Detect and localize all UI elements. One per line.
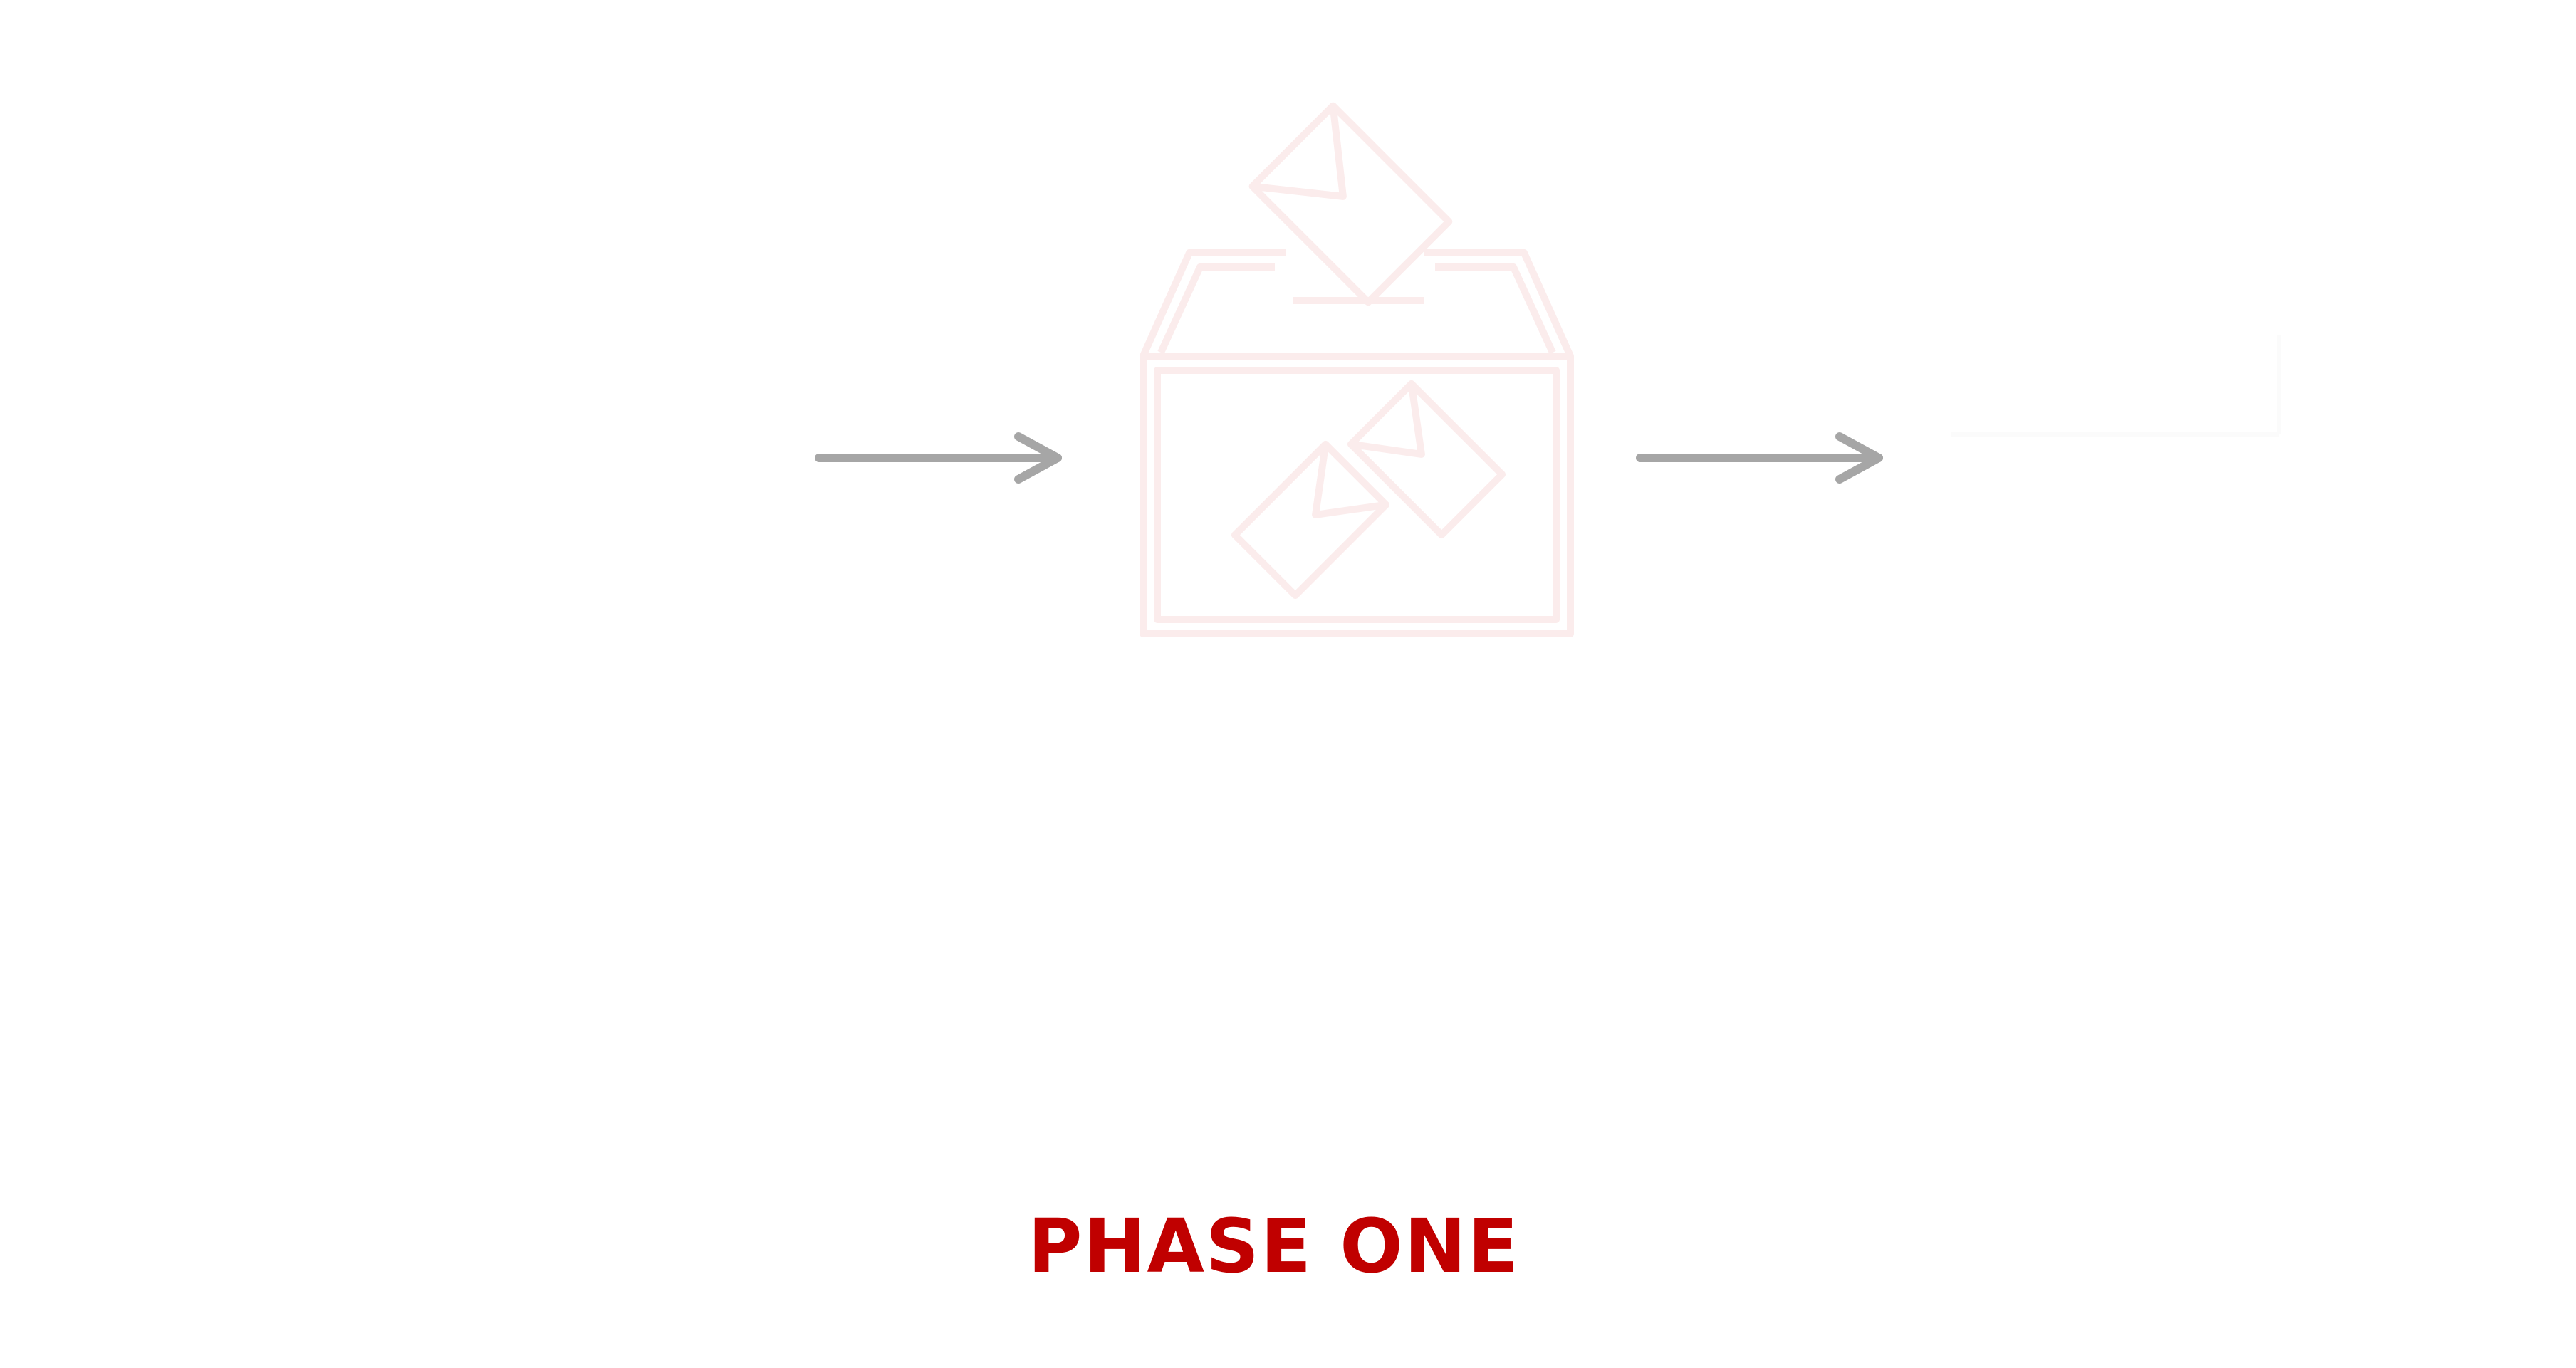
envelope-icon <box>1248 102 1453 306</box>
phase-label: PHASE ONE <box>1028 1203 1520 1290</box>
left-arrow-icon <box>815 432 1062 484</box>
ballot-box-icon <box>1140 102 1574 637</box>
right-arrow-icon <box>1636 432 1883 484</box>
faint-graphic-icon <box>1951 335 2281 437</box>
